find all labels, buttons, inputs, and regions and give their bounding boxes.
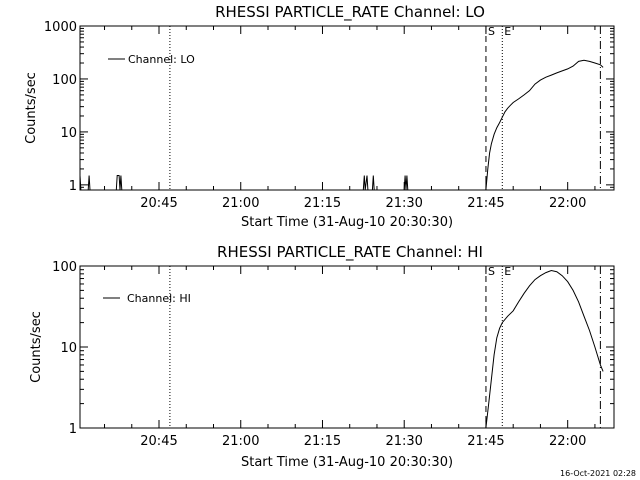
y-tick-label-lo: 10 xyxy=(60,126,77,141)
y-tick-label-lo: 1000 xyxy=(44,20,77,35)
y-axis-label-hi: Counts/sec xyxy=(29,311,44,383)
x-tick-label-hi: 20:45 xyxy=(140,434,177,449)
event-marker-label-lo-2: E xyxy=(504,25,511,38)
x-tick-label-lo: 21:30 xyxy=(385,196,422,211)
legend-label-lo: Channel: LO xyxy=(128,53,195,66)
x-tick-label-lo: 21:15 xyxy=(304,196,341,211)
chart-title-lo: RHESSI PARTICLE_RATE Channel: LO xyxy=(215,3,485,22)
x-tick-label-lo: 21:45 xyxy=(467,196,504,211)
chart-title-hi: RHESSI PARTICLE_RATE Channel: HI xyxy=(217,243,483,262)
x-tick-label-hi: 21:00 xyxy=(222,434,259,449)
x-ticks-lo: 20:45 21:00 21:15 21:30 21:45 22:00 xyxy=(104,26,596,211)
x-tick-label-hi: 21:30 xyxy=(385,434,422,449)
series-line-lo xyxy=(79,59,604,191)
x-tick-label-lo: 22:00 xyxy=(549,196,586,211)
legend-label-hi: Channel: HI xyxy=(127,292,191,305)
event-marker-label-hi-2: E xyxy=(504,265,511,278)
y-ticks-hi: 1 10 100 xyxy=(52,260,614,437)
panel-hi: RHESSI PARTICLE_RATE Channel: HI 20:45 21… xyxy=(29,243,615,470)
event-marker-label-hi-1: S xyxy=(488,265,495,278)
y-tick-label-hi: 1 xyxy=(69,422,77,437)
y-axis-label-lo: Counts/sec xyxy=(24,72,39,144)
x-tick-label-lo: 21:00 xyxy=(222,196,259,211)
x-tick-label-hi: 21:45 xyxy=(467,434,504,449)
x-tick-label-lo: 20:45 xyxy=(140,196,177,211)
event-marker-label-lo-1: S xyxy=(488,25,495,38)
y-tick-label-lo: 100 xyxy=(52,73,77,88)
y-tick-label-hi: 100 xyxy=(52,260,77,275)
y-tick-label-lo: 1 xyxy=(69,179,77,194)
footer-timestamp: 16-Oct-2021 02:28 xyxy=(560,469,636,478)
x-tick-label-hi: 21:15 xyxy=(304,434,341,449)
x-tick-label-hi: 22:00 xyxy=(549,434,586,449)
y-ticks-lo: 1 10 100 1000 xyxy=(44,20,614,194)
series-line-hi xyxy=(485,269,604,429)
panel-lo: RHESSI PARTICLE_RATE Channel: LO 20:45 21… xyxy=(24,3,615,230)
x-axis-label-lo: Start Time (31-Aug-10 20:30:30) xyxy=(241,215,453,230)
x-axis-label-hi: Start Time (31-Aug-10 20:30:30) xyxy=(241,455,453,470)
y-tick-label-hi: 10 xyxy=(60,341,77,356)
x-ticks-hi: 20:45 21:00 21:15 21:30 21:45 22:00 xyxy=(104,266,596,449)
